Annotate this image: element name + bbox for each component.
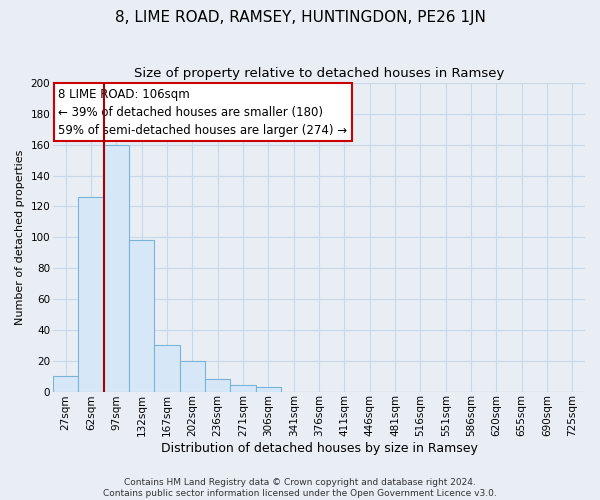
Bar bbox=[230, 386, 256, 392]
Y-axis label: Number of detached properties: Number of detached properties bbox=[15, 150, 25, 325]
Text: 8 LIME ROAD: 106sqm
← 39% of detached houses are smaller (180)
59% of semi-detac: 8 LIME ROAD: 106sqm ← 39% of detached ho… bbox=[58, 88, 347, 136]
Bar bbox=[180, 360, 205, 392]
Text: Contains HM Land Registry data © Crown copyright and database right 2024.
Contai: Contains HM Land Registry data © Crown c… bbox=[103, 478, 497, 498]
X-axis label: Distribution of detached houses by size in Ramsey: Distribution of detached houses by size … bbox=[161, 442, 478, 455]
Title: Size of property relative to detached houses in Ramsey: Size of property relative to detached ho… bbox=[134, 68, 504, 80]
Bar bbox=[79, 197, 104, 392]
Bar bbox=[154, 346, 180, 392]
Bar bbox=[256, 387, 281, 392]
Bar bbox=[104, 145, 129, 392]
Bar bbox=[53, 376, 79, 392]
Bar bbox=[129, 240, 154, 392]
Bar bbox=[205, 379, 230, 392]
Text: 8, LIME ROAD, RAMSEY, HUNTINGDON, PE26 1JN: 8, LIME ROAD, RAMSEY, HUNTINGDON, PE26 1… bbox=[115, 10, 485, 25]
